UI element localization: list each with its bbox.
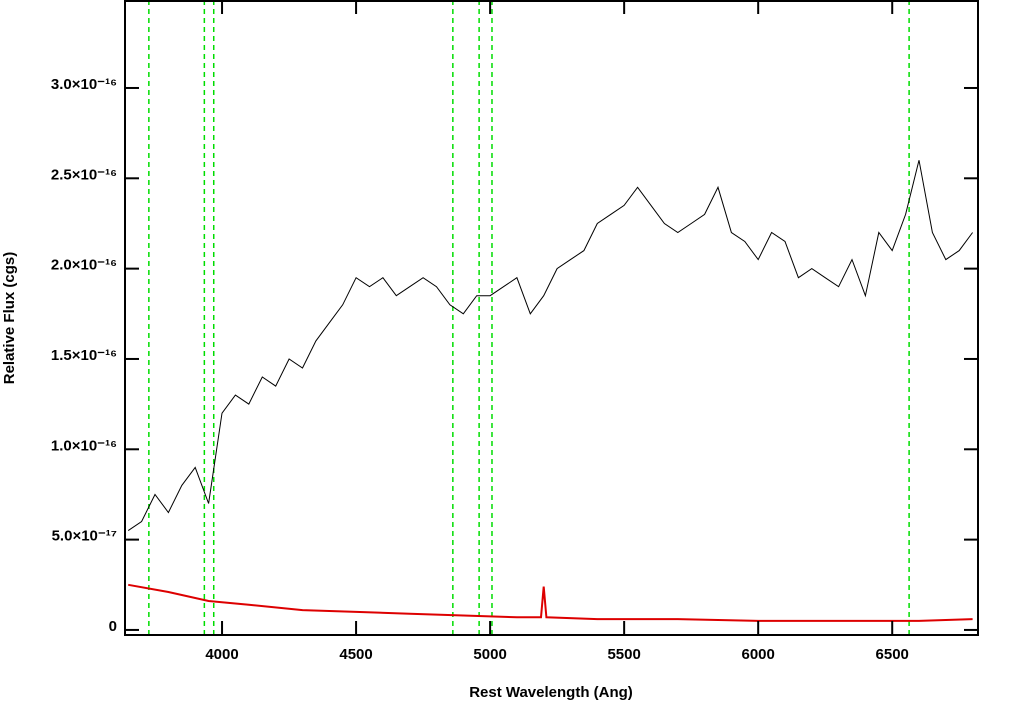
y-tick-label: 2.0×10⁻¹⁶ [51, 257, 117, 274]
y-tick-label: 1.0×10⁻¹⁶ [51, 437, 117, 454]
x-tick-label: 5000 [473, 646, 506, 663]
spectrum-line [128, 583, 973, 622]
y-tick-label: 5.0×10⁻¹⁷ [52, 528, 117, 545]
x-tick-label: 4000 [205, 646, 238, 663]
x-axis-label: Rest Wavelength (Ang) [469, 684, 633, 701]
y-axis-label: Relative Flux (cgs) [1, 252, 18, 385]
y-tick-label: 2.5×10⁻¹⁶ [51, 166, 117, 183]
spectrum-line [127, 160, 974, 532]
y-tick-label: 3.0×10⁻¹⁶ [51, 76, 117, 93]
y-tick-label: 1.5×10⁻¹⁶ [51, 347, 117, 364]
plot-frame [124, 0, 979, 636]
x-tick-label: 6500 [876, 646, 909, 663]
x-tick-label: 5500 [607, 646, 640, 663]
y-tick-label: 0 [109, 618, 117, 635]
x-tick-label: 6000 [741, 646, 774, 663]
x-tick-label: 4500 [339, 646, 372, 663]
